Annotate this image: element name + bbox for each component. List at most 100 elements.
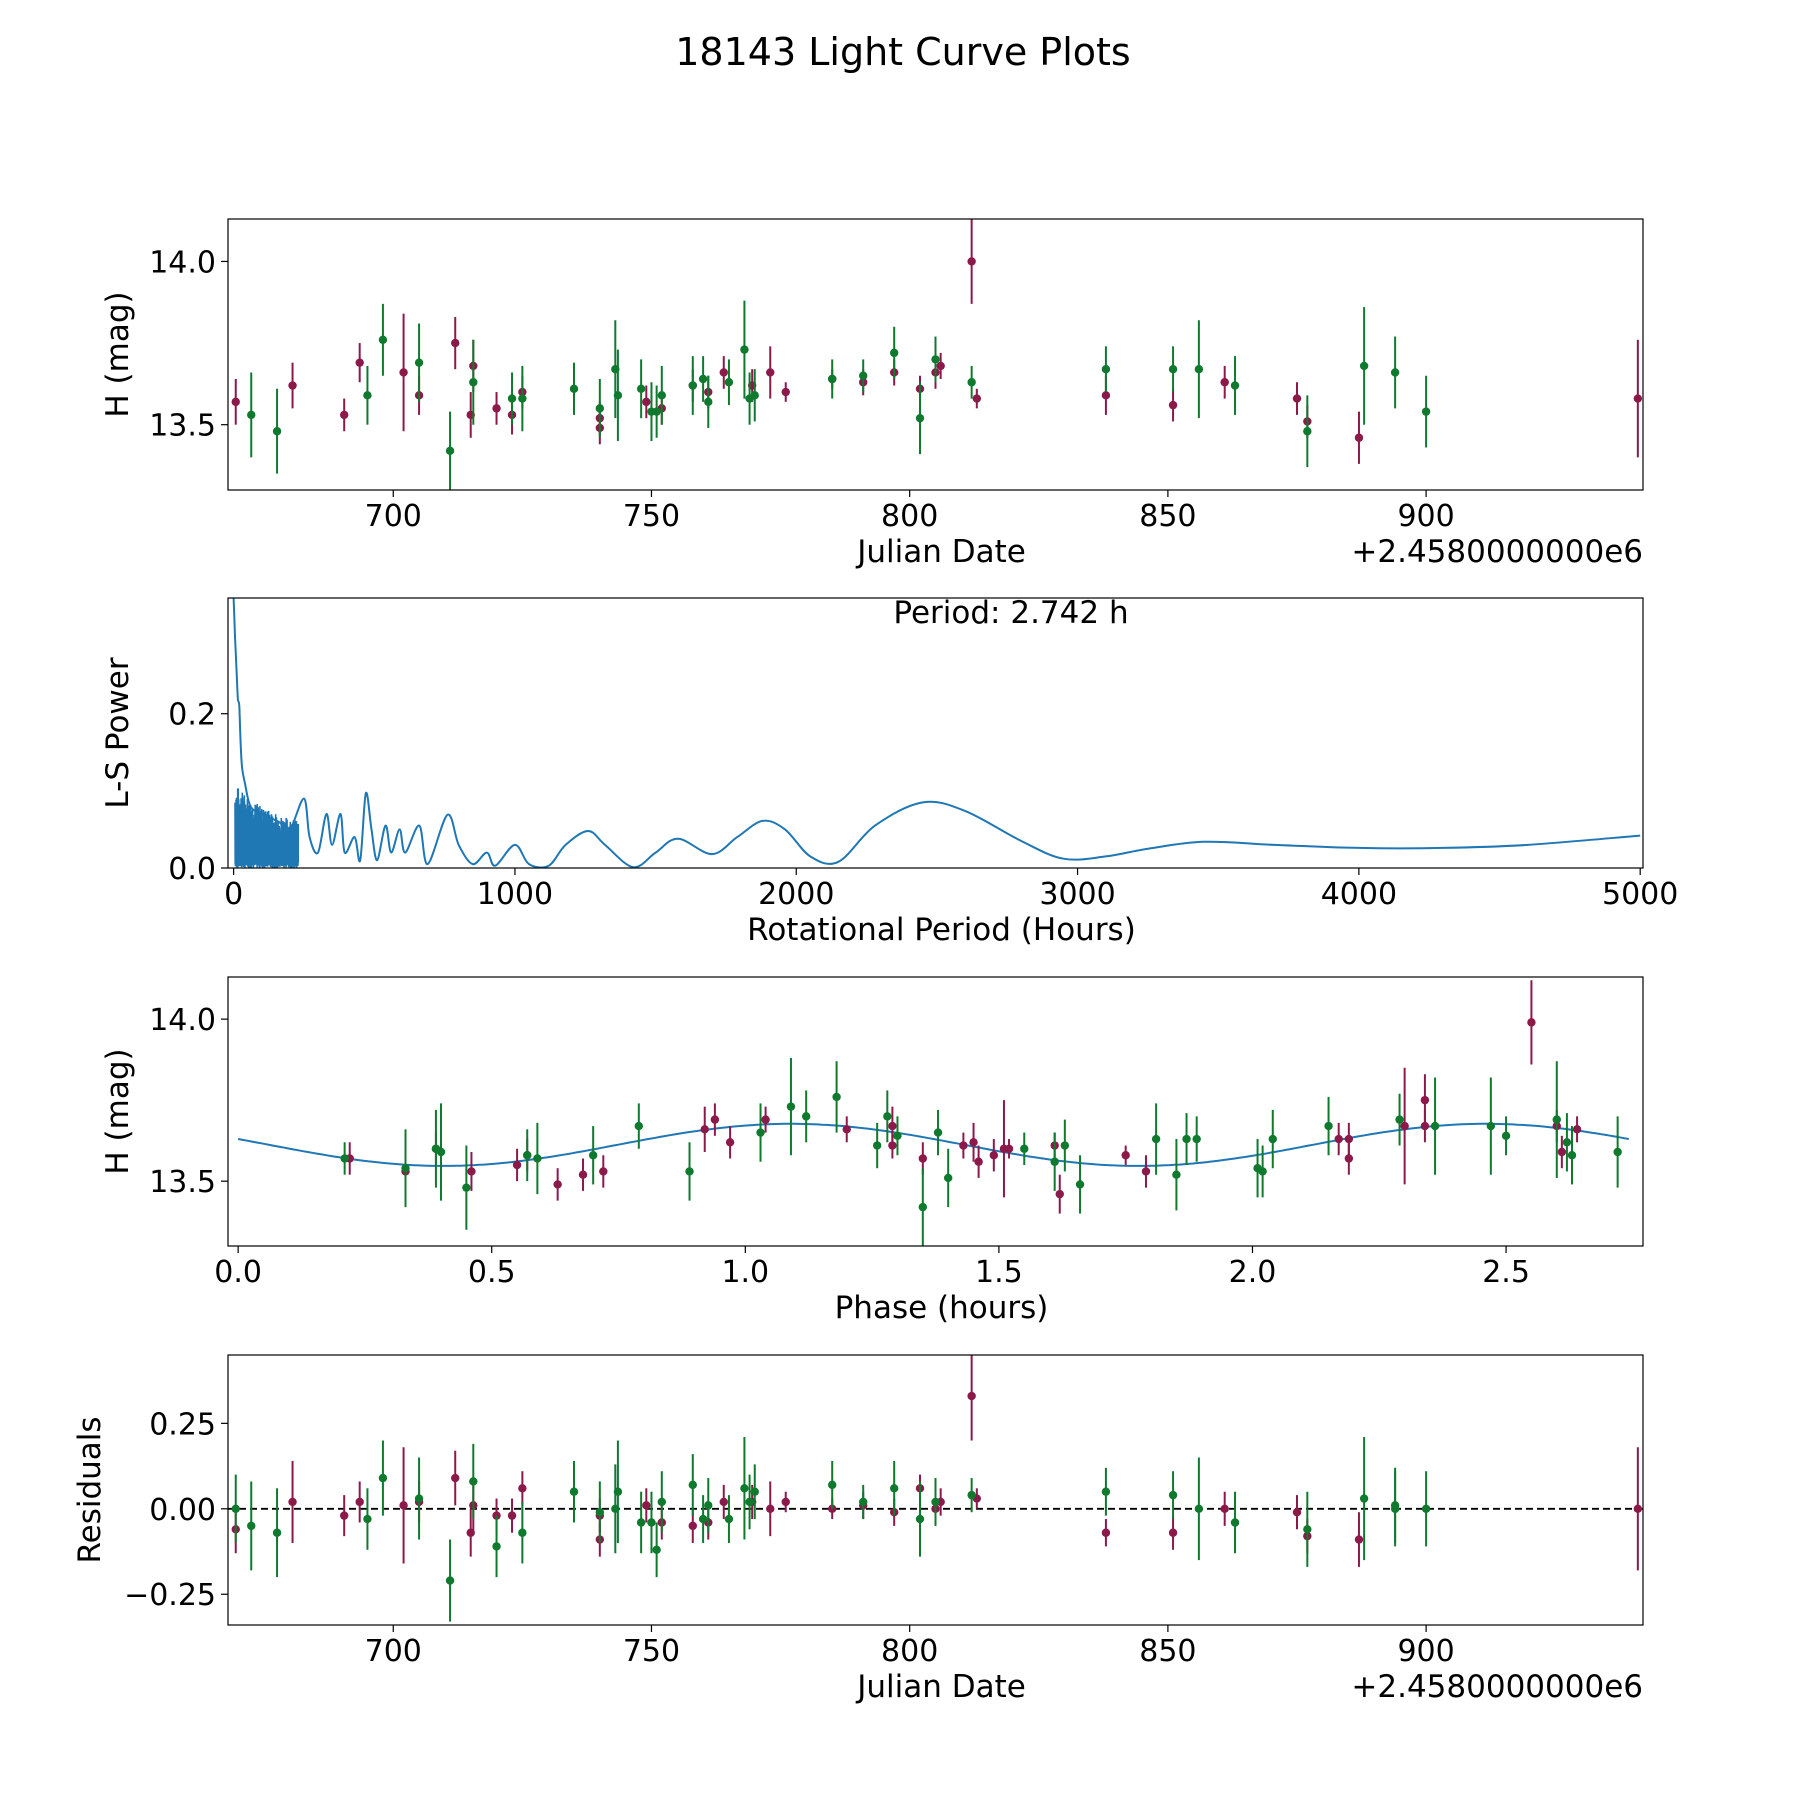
phase-data-point	[1430, 1121, 1440, 1131]
lightcurve-plot-area	[231, 219, 1643, 490]
phase-y-tick-label: 14.0	[149, 1003, 216, 1038]
phase-data-point	[1552, 1115, 1561, 1124]
residuals-xlabel: Julian Date	[855, 1669, 1026, 1705]
residuals-data-point	[766, 1504, 775, 1513]
lightcurve-data-point	[636, 384, 646, 393]
residuals-data-point	[724, 1514, 734, 1524]
phase-x-tick-label: 2.0	[1229, 1255, 1277, 1290]
lightcurve-data-point	[1421, 407, 1431, 416]
phase-data-point	[1004, 1144, 1014, 1153]
phase-data-point	[436, 1147, 446, 1157]
phase-data-point	[883, 1112, 892, 1121]
phase-x-tick-label: 1.5	[975, 1255, 1023, 1290]
lightcurve-xlabel: Julian Date	[855, 534, 1026, 570]
phase-data-point	[599, 1167, 608, 1176]
residuals-data-point	[719, 1497, 728, 1507]
phase-data-point	[700, 1125, 709, 1134]
phase-plot-area	[340, 980, 1622, 1246]
phase-data-point	[1486, 1121, 1496, 1131]
lightcurve-data-point	[518, 394, 527, 403]
phase-data-point	[467, 1167, 476, 1176]
lightcurve-data-point	[972, 394, 982, 403]
lightcurve-data-point	[1168, 400, 1178, 410]
lightcurve-data-point	[828, 374, 837, 384]
residuals-data-point	[1354, 1535, 1364, 1544]
residuals-data-point	[518, 1528, 527, 1537]
residuals-offset-label: +2.4580000000e6	[1351, 1669, 1643, 1705]
lightcurve-data-point	[859, 371, 868, 380]
phase-x-tick-label: 1.0	[721, 1255, 769, 1290]
lightcurve-data-point	[1354, 433, 1364, 442]
residuals-data-point	[518, 1484, 527, 1493]
lightcurve-data-point	[781, 387, 790, 397]
residuals-data-point	[750, 1487, 759, 1496]
residuals-data-point	[414, 1494, 424, 1503]
lightcurve-data-point	[451, 338, 460, 348]
residuals-plot-area	[231, 1355, 1643, 1622]
residuals-data-point	[1633, 1504, 1643, 1513]
lightcurve-series-magenta	[231, 219, 1643, 464]
phase-data-point	[969, 1138, 978, 1147]
phase-data-point	[634, 1121, 644, 1131]
phase-data-point	[685, 1167, 694, 1176]
phase-data-point	[1172, 1170, 1181, 1179]
lightcurve-data-point	[889, 348, 899, 358]
lightcurve-ylabel: H (mag)	[100, 291, 136, 417]
residuals-data-point	[1230, 1518, 1240, 1527]
lightcurve-data-point	[698, 374, 708, 384]
lightcurve-data-point	[1168, 364, 1178, 374]
residuals-data-point	[1168, 1528, 1178, 1537]
lightcurve-data-point	[355, 358, 364, 367]
residuals-data-point	[859, 1497, 868, 1507]
lightcurve-data-point	[657, 391, 666, 400]
residuals-data-point	[492, 1542, 501, 1551]
phase-data-point	[553, 1180, 562, 1189]
periodogram-plot-area	[232, 598, 1641, 868]
lightcurve-data-point	[1359, 361, 1369, 371]
lightcurve-data-point	[1194, 364, 1204, 374]
residuals-x-tick-label: 800	[881, 1634, 938, 1669]
residuals-x-tick-label: 900	[1397, 1634, 1454, 1669]
residuals-x-tick-label: 850	[1139, 1634, 1196, 1669]
residuals-data-point	[1168, 1490, 1178, 1500]
phase-data-point	[1572, 1125, 1582, 1134]
lightcurve-data-point	[688, 381, 697, 390]
phase-data-point	[1334, 1134, 1343, 1144]
residuals-data-point	[781, 1497, 790, 1507]
phase-data-point	[888, 1121, 897, 1131]
phase-data-point	[842, 1125, 851, 1134]
phase-data-point	[1557, 1147, 1567, 1157]
residuals-data-point	[889, 1484, 899, 1493]
lightcurve-y-tick-label: 14.0	[149, 245, 216, 280]
phase-data-point	[1501, 1131, 1511, 1141]
phase-data-point	[1055, 1189, 1064, 1199]
lightcurve-data-point	[445, 446, 455, 456]
phase-data-point	[918, 1202, 928, 1212]
phase-data-point	[756, 1128, 765, 1137]
lightcurve-data-point	[704, 397, 713, 407]
periodogram-x-tick-label: 1000	[477, 877, 553, 912]
residuals-data-point	[652, 1545, 661, 1555]
periodogram-ylabel: L-S Power	[100, 657, 136, 808]
phase-data-point	[1527, 1018, 1536, 1027]
periodogram-xlabel: Rotational Period (Hours)	[747, 912, 1136, 948]
phase-axes: 0.0 0.5 1.0 1.5 2.0 2.5 13.5 14.0 Phase (hours) H…	[100, 980, 1629, 1326]
phase-data-point	[1141, 1167, 1151, 1176]
residuals-data-point	[595, 1508, 605, 1517]
residuals-frame	[227, 1354, 1644, 1626]
lightcurve-data-point	[967, 378, 976, 387]
lightcurve-x-tick-label: 900	[1397, 499, 1454, 534]
residuals-series-green	[231, 1437, 1431, 1622]
phase-data-point	[761, 1115, 770, 1124]
residuals-data-point	[399, 1501, 408, 1510]
phase-data-point	[578, 1170, 588, 1179]
lightcurve-axes: 700 750 800 850 900 13.5 14.0 Julian Date H (mag…	[100, 219, 1643, 570]
residuals-data-point	[828, 1504, 837, 1513]
periodogram-x-tick-label: 4000	[1321, 877, 1397, 912]
phase-x-tick-label: 2.5	[1482, 1255, 1530, 1290]
residuals-y-tick-label: −0.25	[124, 1578, 216, 1613]
phase-data-point	[933, 1128, 943, 1137]
lightcurve-data-point	[1101, 391, 1111, 400]
periodogram-y-tick-label: 0.2	[168, 698, 216, 733]
